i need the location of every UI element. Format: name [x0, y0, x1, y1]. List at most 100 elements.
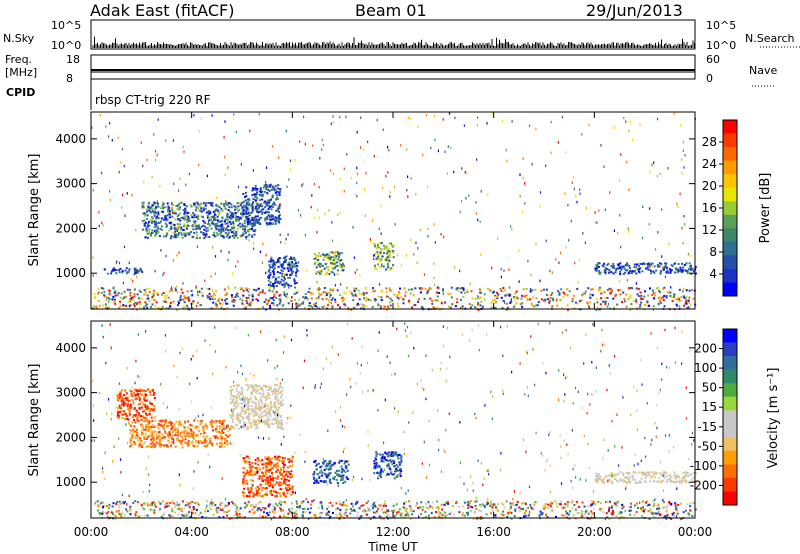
velocity-cell — [268, 470, 271, 473]
velocity-cell — [134, 421, 137, 424]
velocity-cell — [128, 407, 131, 410]
velocity-cell — [137, 415, 140, 418]
power-cell — [536, 304, 539, 307]
power-cell — [146, 287, 148, 291]
power-cell — [196, 301, 199, 304]
velocity-cell — [275, 464, 278, 467]
velocity-cell — [244, 481, 247, 484]
velocity-cell — [143, 428, 146, 431]
power-cell — [226, 307, 229, 309]
power-cell — [246, 288, 249, 291]
power-cell — [146, 210, 149, 213]
power-cell — [236, 227, 239, 230]
velocity-cell — [261, 463, 264, 466]
velocity-cell — [266, 407, 269, 410]
power-cell — [260, 193, 263, 196]
power-cell — [127, 270, 130, 273]
velocity-cell — [141, 390, 144, 393]
velocity-cell — [336, 473, 339, 476]
power-cell — [217, 209, 219, 212]
velocity-cell — [246, 408, 249, 411]
power-cell — [273, 201, 276, 204]
power-cell — [479, 296, 482, 299]
power-cell — [242, 232, 245, 235]
power-cell — [342, 263, 345, 266]
velocity-cell — [259, 405, 262, 408]
power-cell — [149, 211, 152, 214]
power-cell — [184, 207, 187, 210]
velocity-cell — [177, 439, 180, 442]
power-cell — [168, 229, 171, 232]
velocity-cell — [244, 460, 247, 463]
power-cell — [252, 222, 255, 225]
power-cell — [310, 292, 313, 295]
power-cell — [350, 292, 353, 295]
power-cell — [277, 265, 280, 268]
velocity-cell — [152, 393, 155, 396]
velocity-cell — [275, 408, 278, 411]
power-cell — [215, 305, 218, 308]
velocity-cell — [140, 429, 143, 432]
velocity-cell — [224, 441, 226, 444]
power-cell — [152, 211, 155, 214]
power-cell — [486, 122, 488, 125]
power-cell — [129, 294, 132, 297]
power-cell — [576, 200, 578, 204]
power-cell — [400, 264, 402, 267]
power-cell — [608, 287, 611, 290]
power-cell — [333, 253, 336, 256]
velocity-cell — [218, 425, 221, 428]
power-cell — [540, 289, 543, 292]
power-cell — [180, 226, 183, 229]
power-cell — [378, 265, 381, 268]
power-cell — [118, 261, 121, 265]
power-cell — [303, 115, 305, 119]
velocity-cell — [268, 424, 271, 427]
velocity-cell — [242, 482, 245, 485]
velocity-cell — [193, 427, 196, 430]
velocity-cell — [242, 481, 245, 484]
velocity-cell — [151, 403, 154, 406]
velocity-cell — [149, 393, 152, 396]
power-cell — [242, 289, 245, 292]
power-cell — [227, 222, 229, 225]
power-cell — [494, 307, 497, 309]
velocity-cell — [280, 396, 282, 399]
power-cell — [623, 298, 626, 301]
velocity-cell — [120, 410, 123, 413]
power-cell — [287, 270, 290, 272]
power-cell — [207, 229, 210, 232]
power-cell — [249, 224, 252, 226]
velocity-cell — [262, 420, 265, 422]
power-cell — [661, 296, 664, 299]
power-cell — [685, 302, 688, 305]
power-cell — [239, 288, 242, 291]
power-cell — [506, 306, 509, 309]
velocity-cell — [140, 433, 143, 436]
velocity-cell — [206, 444, 209, 447]
power-cell — [213, 294, 216, 296]
velocity-cell — [246, 398, 249, 401]
power-cell — [235, 231, 238, 233]
velocity-cell — [375, 455, 378, 457]
power-cell — [365, 172, 367, 175]
velocity-cell — [291, 455, 294, 458]
power-cell — [297, 209, 300, 212]
velocity-cell — [151, 437, 154, 440]
power-cell — [168, 206, 171, 209]
velocity-cell — [259, 483, 262, 486]
power-cell — [213, 297, 215, 300]
power-cell — [160, 225, 163, 228]
velocity-cell — [243, 411, 246, 414]
power-cell — [221, 217, 224, 220]
power-cell — [603, 291, 606, 294]
power-cell — [406, 148, 408, 151]
velocity-cell — [324, 472, 326, 475]
velocity-cell — [375, 452, 378, 455]
power-cell — [658, 300, 661, 303]
velocity-cell — [280, 391, 282, 394]
power-cell — [685, 300, 688, 303]
power-cell — [655, 269, 658, 272]
velocity-cell — [242, 417, 245, 420]
velocity-cell — [288, 461, 291, 463]
